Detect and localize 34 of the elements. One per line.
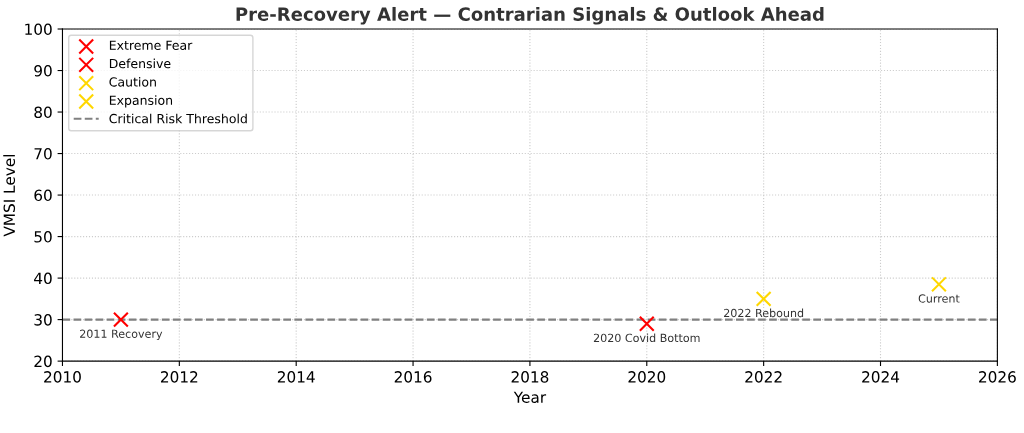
point: [755, 290, 772, 307]
legend-label: Caution: [109, 76, 156, 87]
x-axis-title: Year: [513, 391, 547, 404]
y-tick-label: 20: [34, 355, 52, 368]
y-tick-label: 100: [25, 23, 52, 36]
x-tick-label: 2020: [628, 371, 666, 383]
x-tick-label: 2010: [44, 371, 81, 383]
annotation: Current: [918, 294, 960, 303]
x-tick-label: 2016: [394, 371, 432, 383]
point: [638, 315, 655, 332]
y-tick-label: 60: [34, 189, 52, 202]
x-tick-label: 2024: [862, 371, 900, 383]
legend-label: Critical Risk Threshold: [109, 113, 247, 124]
x-tick-label: 2022: [745, 371, 782, 383]
y-tick-label: 50: [34, 231, 52, 243]
point: [112, 311, 129, 328]
legend-label: Defensive: [109, 58, 171, 69]
y-axis-title: VMSI Level: [3, 154, 16, 237]
x-tick-label: 2014: [277, 371, 315, 383]
y-tick-label: 40: [34, 272, 52, 285]
legend-label: Extreme Fear: [109, 40, 193, 50]
point: [930, 276, 947, 293]
annotation: 2022 Rebound: [724, 308, 804, 318]
legend-label: Expansion: [109, 95, 173, 108]
y-tick-label: 30: [34, 314, 52, 326]
y-tick-label: 90: [34, 64, 52, 77]
x-tick-label: 2012: [161, 371, 198, 383]
x-tick-label: 2018: [511, 371, 549, 383]
y-tick-label: 70: [34, 148, 52, 160]
annotation: 2011 Recovery: [80, 329, 163, 341]
chart-title: Pre-Recovery Alert — Contrarian Signals & Outlook Ahead: [236, 6, 824, 25]
y-tick-label: 80: [34, 106, 52, 119]
annotation: 2020 Covid Bottom: [593, 333, 700, 343]
x-tick-label: 2026: [979, 371, 1016, 383]
